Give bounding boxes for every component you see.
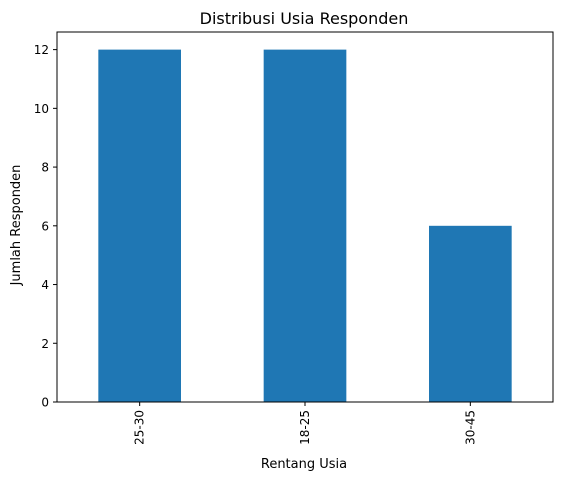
x-axis-label: Rentang Usia (261, 457, 347, 472)
y-tick-label: 10 (34, 102, 49, 116)
y-axis-ticks: 0 2 4 6 8 10 12 (34, 43, 57, 410)
y-tick-label: 8 (41, 161, 49, 175)
bar-25-30 (98, 49, 181, 403)
y-tick-label: 0 (41, 396, 49, 410)
y-tick-label: 12 (34, 43, 49, 57)
bar-18-25 (263, 49, 347, 403)
x-tick-label: 18-25 (298, 410, 312, 445)
bar-30-45 (429, 225, 512, 402)
x-tick-label: 30-45 (463, 410, 477, 445)
x-axis-ticks: 25-30 18-25 30-45 (133, 402, 477, 445)
bars-layer (98, 49, 512, 403)
y-tick-label: 2 (41, 337, 49, 351)
x-tick-label: 25-30 (133, 410, 147, 445)
chart-title: Distribusi Usia Responden (200, 9, 409, 28)
y-tick-label: 4 (41, 278, 49, 292)
y-axis-label: Jumlah Responden (9, 165, 24, 287)
y-tick-label: 6 (41, 219, 49, 233)
